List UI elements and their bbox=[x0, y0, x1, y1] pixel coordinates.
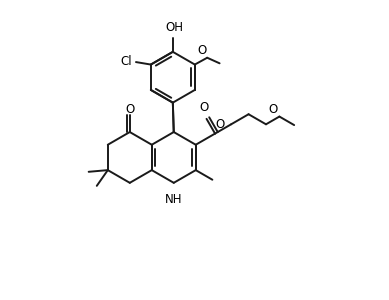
Text: O: O bbox=[197, 44, 206, 57]
Text: O: O bbox=[216, 118, 225, 130]
Text: O: O bbox=[125, 103, 135, 116]
Text: O: O bbox=[268, 103, 277, 116]
Text: Cl: Cl bbox=[121, 55, 132, 68]
Text: OH: OH bbox=[165, 21, 183, 34]
Text: NH: NH bbox=[165, 193, 182, 206]
Text: O: O bbox=[199, 101, 209, 114]
